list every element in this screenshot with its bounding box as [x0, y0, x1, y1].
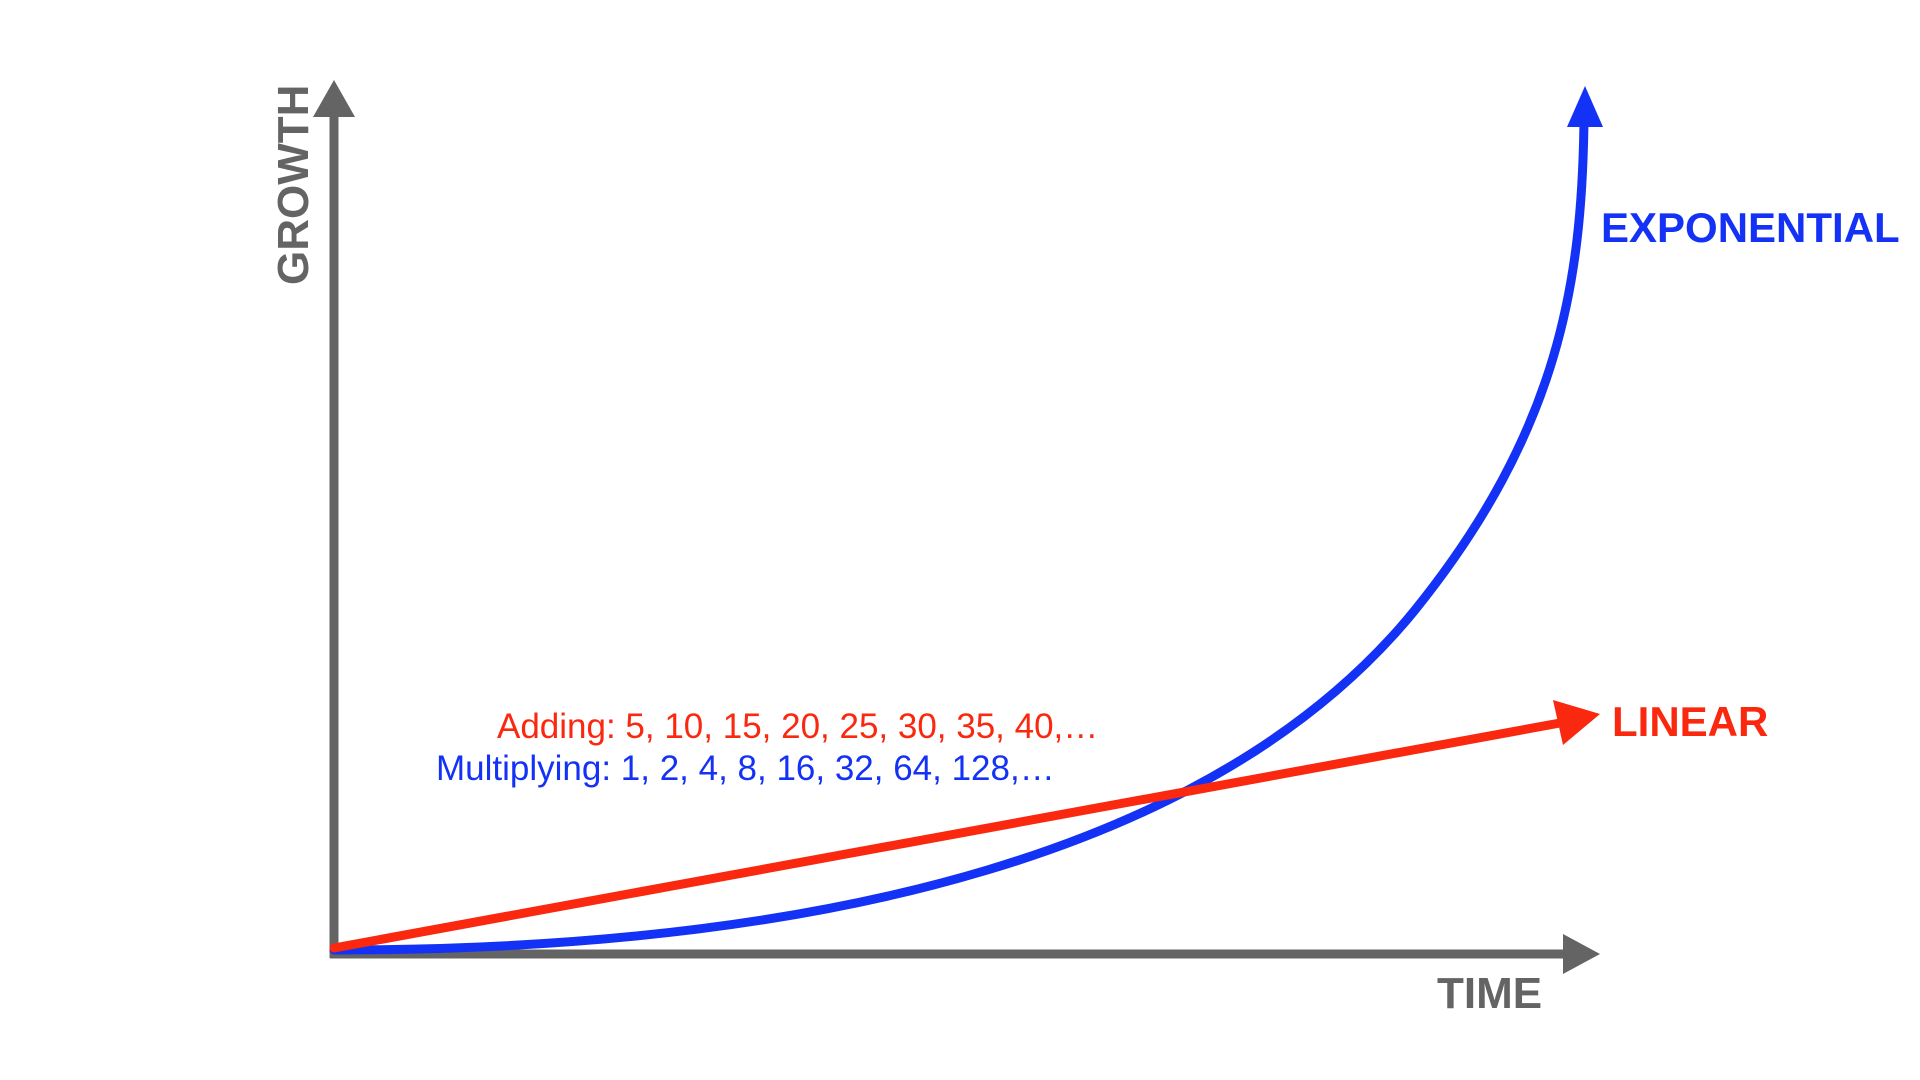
exponential-series [329, 86, 1603, 955]
x-axis-label: TIME [1437, 969, 1542, 1018]
linear-series [329, 700, 1600, 953]
y-axis-label: GROWTH [269, 85, 318, 285]
axes [313, 80, 1600, 974]
adding-sequence-note: Adding: 5, 10, 15, 20, 25, 30, 35, 40,… [497, 707, 1098, 746]
exponential-curve [329, 115, 1589, 955]
linear-arrowhead [1553, 700, 1600, 745]
y-axis-arrowhead [313, 80, 355, 117]
linear-label: LINEAR [1612, 698, 1768, 745]
x-axis-arrowhead [1563, 934, 1600, 974]
exponential-arrowhead [1567, 86, 1603, 127]
multiplying-sequence-note: Multiplying: 1, 2, 4, 8, 16, 32, 64, 128… [436, 749, 1055, 788]
linear-line [329, 718, 1565, 953]
exponential-label: EXPONENTIAL [1601, 204, 1900, 251]
